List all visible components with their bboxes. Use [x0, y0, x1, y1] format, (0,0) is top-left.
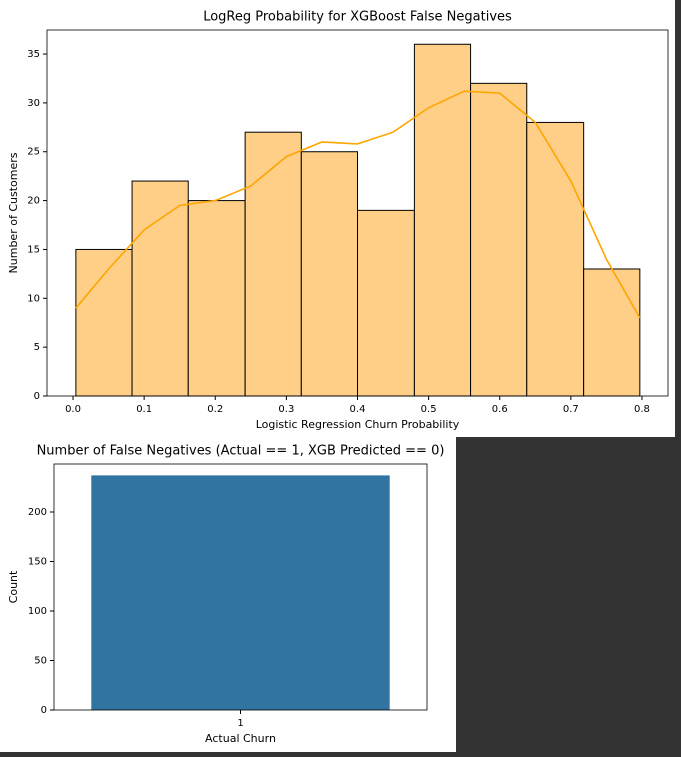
- histogram-bar: [357, 209, 415, 397]
- x-axis-label: Actual Churn: [205, 732, 276, 745]
- x-tick-label: 0.8: [634, 404, 650, 415]
- y-tick-label: 20: [27, 196, 40, 207]
- x-tick-label: 1: [237, 718, 243, 729]
- histogram-bar: [131, 180, 189, 397]
- x-tick-label: 0.6: [492, 404, 508, 415]
- x-tick-label: 0.7: [563, 404, 579, 415]
- y-tick-label: 10: [27, 293, 40, 304]
- y-axis-label: Count: [7, 570, 20, 603]
- histogram-bar: [526, 121, 585, 397]
- x-tick-label: 0.3: [278, 404, 294, 415]
- histogram-bar: [187, 200, 246, 397]
- histogram-bar: [583, 268, 641, 397]
- y-tick-label: 150: [28, 557, 47, 568]
- plot-frame: [46, 29, 669, 397]
- histogram-bar: [470, 82, 528, 397]
- chart-title: LogReg Probability for XGBoost False Neg…: [203, 10, 512, 25]
- y-axis-label: Number of Customers: [7, 152, 20, 273]
- histogram-bar: [413, 43, 472, 397]
- y-tick-label: 25: [27, 147, 40, 158]
- y-tick-label: 5: [34, 342, 40, 353]
- x-axis-label: Logistic Regression Churn Probability: [256, 418, 460, 431]
- x-tick-label: 0.4: [350, 404, 366, 415]
- y-tick-label: 15: [27, 244, 40, 255]
- y-tick-label: 50: [34, 656, 47, 667]
- y-tick-label: 0: [41, 705, 47, 716]
- x-tick-label: 0.2: [207, 404, 223, 415]
- plot-frame: [53, 463, 428, 711]
- y-tick-label: 0: [34, 391, 40, 402]
- x-tick-label: 0.1: [136, 404, 152, 415]
- histogram-bar: [244, 131, 302, 397]
- kde-line: [75, 90, 641, 319]
- y-tick-label: 30: [27, 98, 40, 109]
- chart-title: Number of False Negatives (Actual == 1, …: [37, 444, 445, 459]
- y-tick-label: 100: [28, 606, 47, 617]
- x-tick-label: 0.0: [65, 404, 81, 415]
- histogram-bar: [300, 151, 358, 397]
- y-tick-label: 35: [27, 49, 40, 60]
- histogram-bar: [75, 248, 133, 397]
- bar: [91, 475, 390, 710]
- y-tick-label: 200: [28, 507, 47, 518]
- x-tick-label: 0.5: [421, 404, 437, 415]
